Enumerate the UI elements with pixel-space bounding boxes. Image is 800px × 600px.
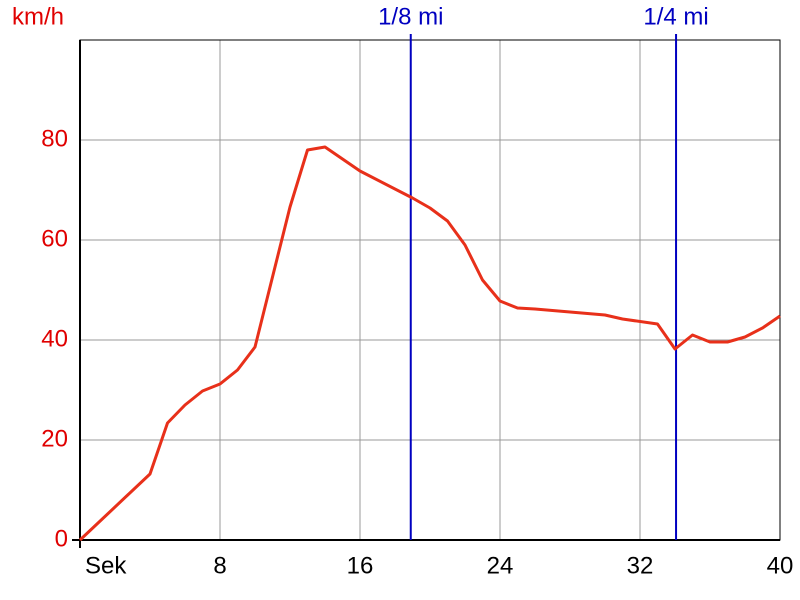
y-tick-label: 20	[41, 425, 68, 452]
plot-frame	[79, 39, 781, 541]
y-tick-label: 40	[41, 325, 68, 352]
x-tick-label: 32	[627, 552, 654, 579]
speed-line	[78, 145, 781, 542]
distance-marker-label: 1/8 mi	[378, 3, 443, 30]
x-tick-label: 8	[213, 552, 226, 579]
distance-marker-label: 1/4 mi	[643, 3, 708, 30]
y-tick-label: 60	[41, 225, 68, 252]
y-axis-label: km/h	[12, 3, 64, 30]
x-tick-label: 24	[487, 552, 514, 579]
x-tick-label: Sek	[85, 552, 127, 579]
x-tick-label: 16	[347, 552, 374, 579]
y-tick-label: 0	[55, 525, 68, 552]
y-tick-label: 80	[41, 125, 68, 152]
x-tick-label: 40	[767, 552, 794, 579]
